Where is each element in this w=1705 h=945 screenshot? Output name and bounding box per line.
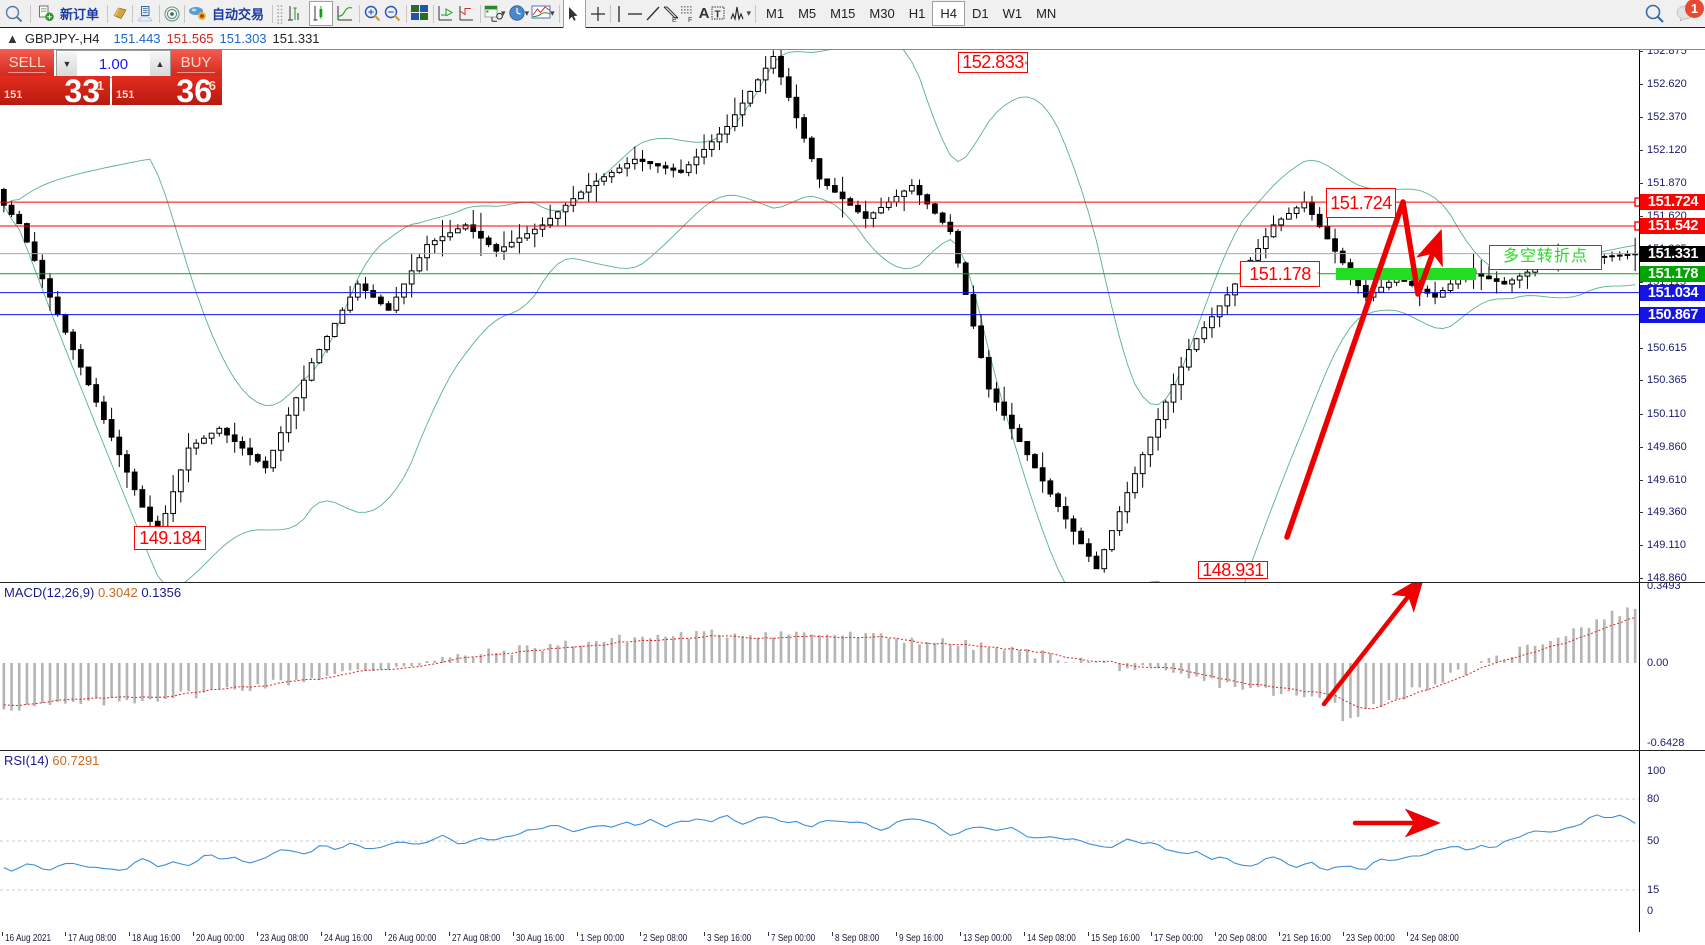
svg-text:F: F <box>688 17 692 23</box>
svg-text:T: T <box>715 9 721 20</box>
svg-text:E: E <box>672 17 677 23</box>
